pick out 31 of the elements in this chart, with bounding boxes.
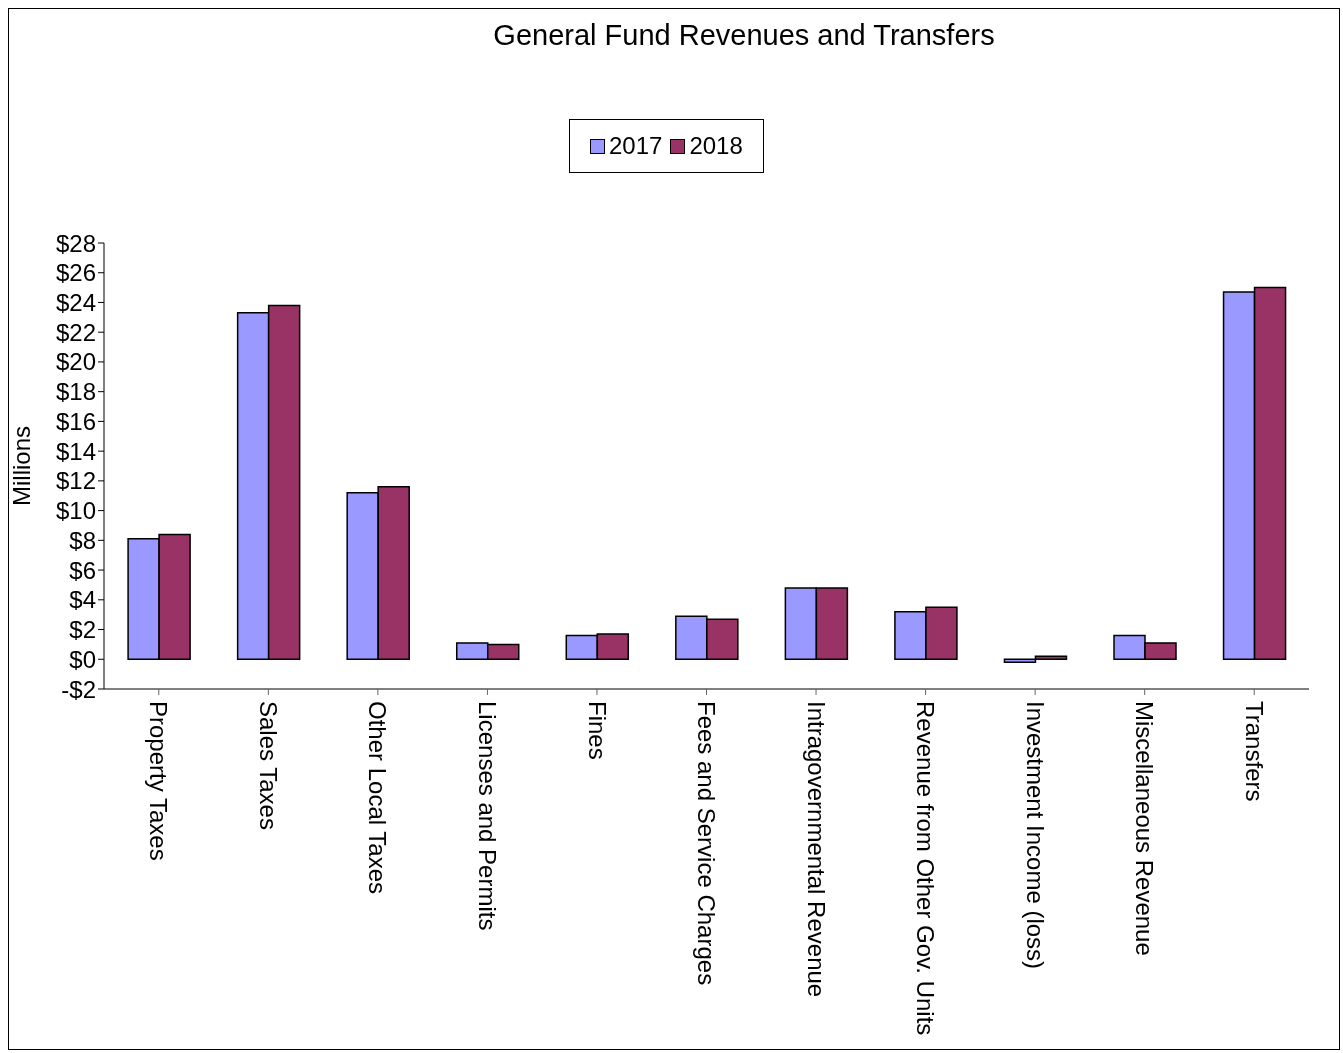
y-tick-label: $10 [55, 497, 96, 525]
x-tick-label: Licenses and Permits [474, 701, 502, 931]
y-tick-label: $28 [55, 229, 96, 257]
y-tick-label: $16 [55, 407, 96, 435]
y-tick-label: $14 [55, 437, 96, 465]
y-tick-label: $20 [55, 348, 96, 376]
x-tick-label: Property Taxes [145, 701, 173, 861]
y-tick-label: $26 [55, 259, 96, 287]
y-tick-label: $2 [69, 616, 96, 644]
y-tick-label: $22 [55, 318, 96, 346]
y-tick-label: $24 [55, 288, 96, 316]
x-tick-label: Revenue from Other Gov. Units [912, 701, 940, 1036]
x-tick-label: Fees and Service Charges [693, 701, 721, 986]
x-tick-label: Other Local Taxes [364, 701, 392, 894]
x-tick-label: Miscellaneous Revenue [1131, 701, 1159, 956]
y-tick-label: $4 [69, 586, 96, 614]
y-tick-label: $8 [69, 526, 96, 554]
legend-label: 2017 [608, 132, 663, 160]
y-axis-title: Millions [7, 425, 35, 507]
y-tick-label: $6 [69, 556, 96, 584]
x-tick-label: Transfers [1240, 701, 1268, 802]
y-tick-label: $12 [55, 467, 96, 495]
x-tick-label: Investment Income (loss) [1021, 701, 1049, 970]
chart-title: General Fund Revenues and Transfers [492, 19, 996, 52]
x-tick-label: Fines [583, 701, 611, 760]
y-tick-label: -$2 [61, 675, 96, 703]
y-tick-label: $18 [55, 378, 96, 406]
x-tick-label: Intragovernmental Revenue [802, 701, 830, 998]
y-tick-label: $0 [69, 645, 96, 673]
x-tick-label: Sales Taxes [254, 701, 282, 830]
legend-label: 2018 [688, 132, 743, 160]
